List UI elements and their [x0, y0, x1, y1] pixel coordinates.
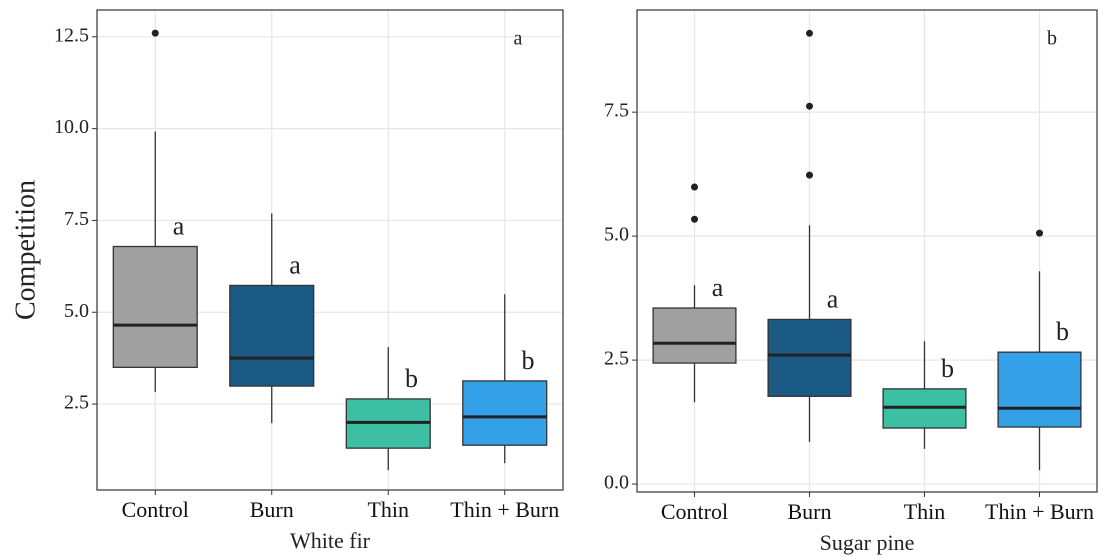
x-tick-label: Thin: [367, 497, 409, 522]
plot-border: [636, 9, 1098, 493]
x-tick-label: Thin + Burn: [985, 499, 1094, 524]
group-label: b: [405, 364, 418, 393]
box: [997, 351, 1082, 428]
y-tick-label: 5.0: [64, 300, 89, 322]
outlier: [691, 215, 698, 223]
outlier: [691, 183, 698, 191]
x-axis-title: White fir: [290, 528, 371, 553]
outlier: [151, 29, 159, 37]
y-tick-label: 7.5: [64, 208, 89, 230]
group-label: b: [941, 354, 954, 383]
y-tick-label: 0.0: [604, 472, 629, 494]
outlier: [1036, 229, 1043, 237]
y-tick-label: 2.5: [604, 348, 629, 370]
outlier: [806, 102, 813, 110]
x-tick-label: Control: [122, 497, 189, 522]
plot-border: [96, 9, 564, 491]
group-label: a: [827, 284, 839, 313]
panel: 0.0 2.5 5.0 7.5 Control a Burn a Thin b Thin + Bur…: [604, 9, 1098, 555]
box: [462, 380, 548, 446]
box: [767, 318, 852, 397]
y-tick-label: 2.5: [64, 392, 89, 414]
box: [112, 245, 198, 368]
panel-label: b: [1047, 28, 1057, 50]
group-label: b: [522, 346, 535, 375]
y-tick-label: 5.0: [604, 224, 629, 246]
box: [652, 307, 737, 364]
y-tick-label: 10.0: [54, 116, 89, 138]
group-label: a: [289, 250, 301, 279]
box: [229, 284, 315, 387]
x-axis-title: Sugar pine: [820, 530, 915, 555]
outlier: [806, 171, 813, 179]
panel: 2.5 5.0 7.5 10.0 12.5 Control a Burn a Thin b Thin …: [10, 9, 564, 553]
x-tick-label: Burn: [250, 497, 294, 522]
group-label: a: [173, 211, 185, 240]
group-label: b: [1056, 317, 1069, 346]
outlier: [806, 29, 813, 37]
x-tick-label: Control: [661, 499, 728, 524]
x-tick-label: Thin: [904, 499, 946, 524]
panel-label: a: [514, 28, 523, 50]
y-tick-label: 7.5: [604, 100, 629, 122]
x-tick-label: Burn: [788, 499, 832, 524]
x-tick-label: Thin + Burn: [450, 497, 559, 522]
group-label: a: [712, 273, 724, 302]
y-tick-label: 12.5: [54, 24, 89, 46]
y-axis-title: Competition: [10, 180, 41, 320]
